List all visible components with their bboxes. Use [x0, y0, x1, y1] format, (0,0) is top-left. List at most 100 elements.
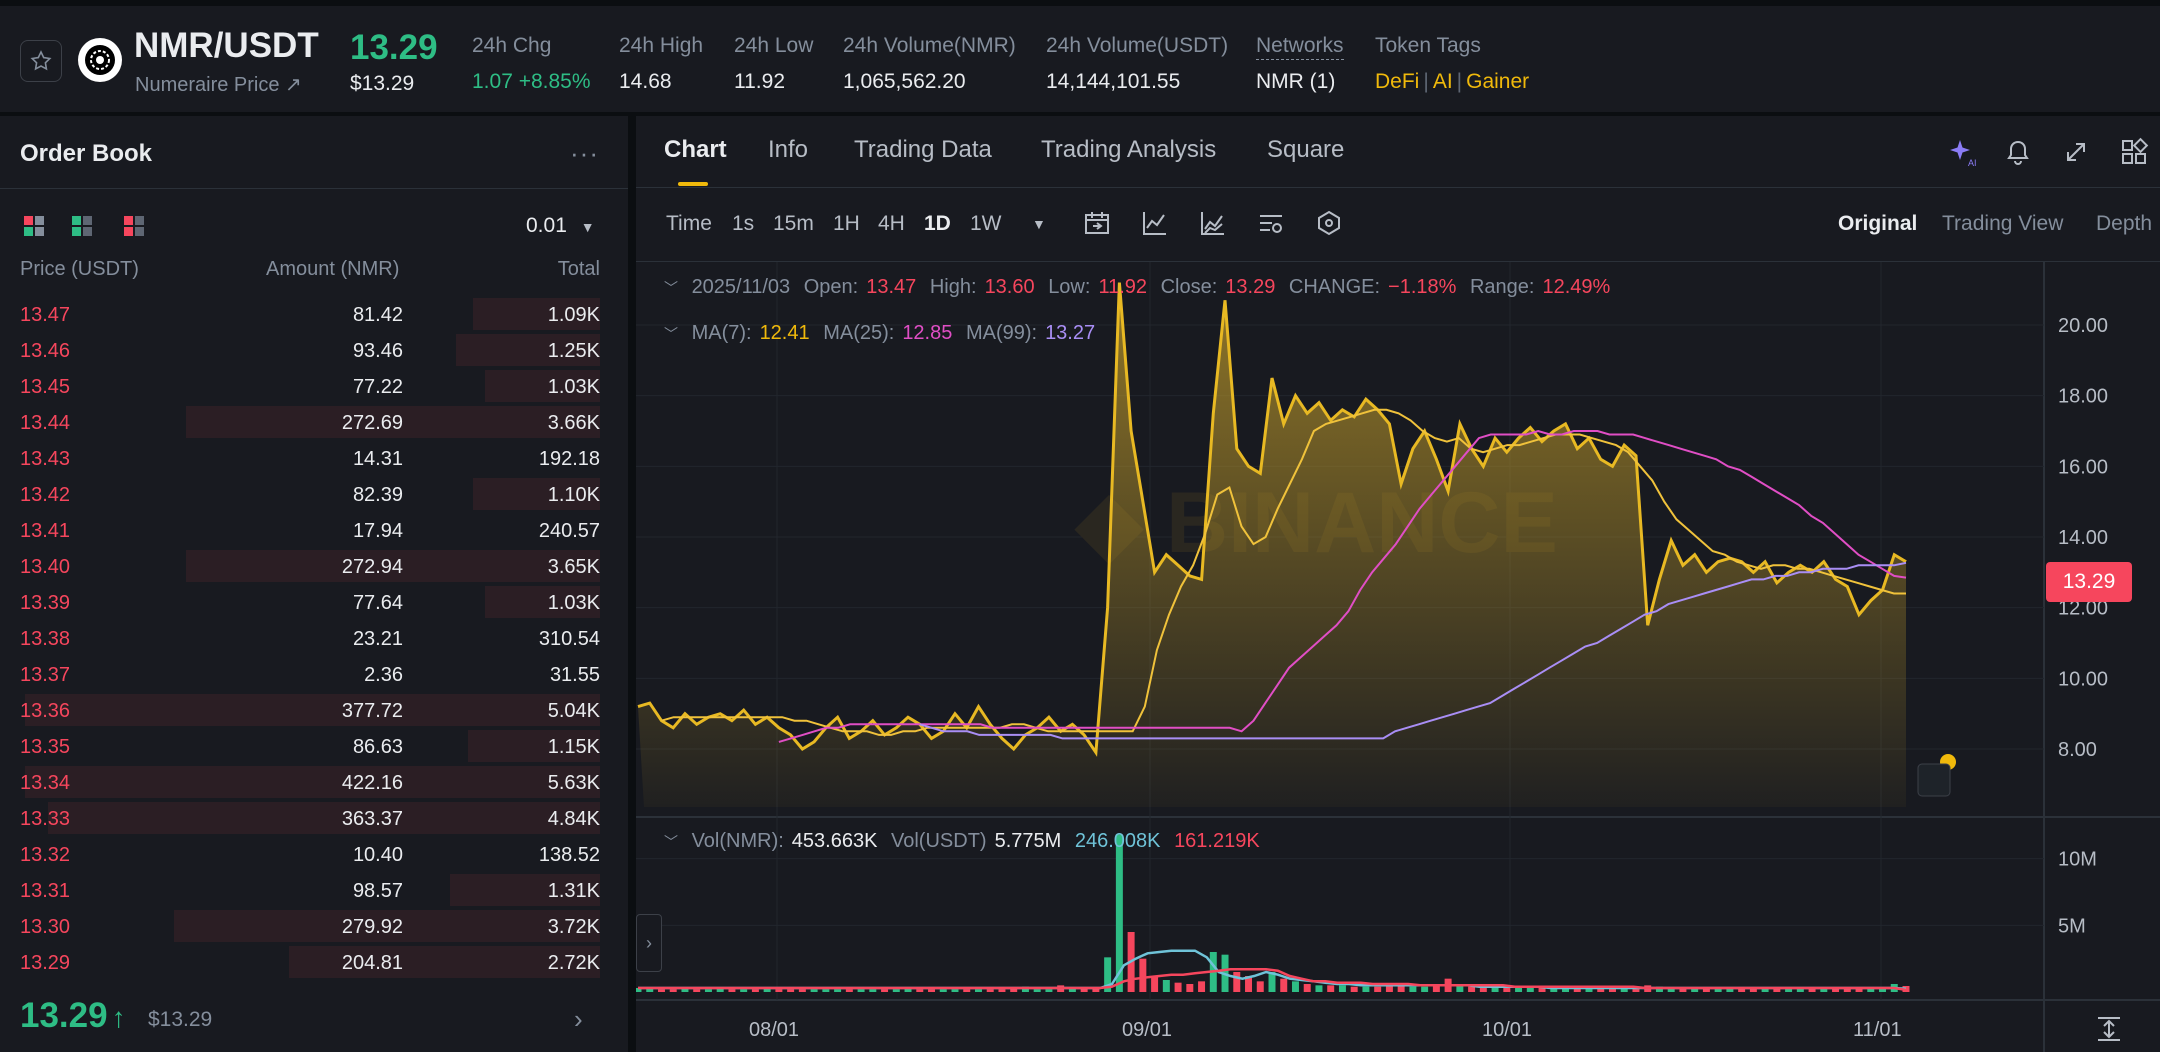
token-tags: Token Tags DeFi | AI | Gainer: [1375, 34, 1530, 93]
ticker-header: NMR/USDT Numeraire Price ↗ 13.29 $13.29 …: [0, 0, 2160, 112]
chevron-down-icon[interactable]: ﹀: [664, 280, 678, 296]
tf-15m[interactable]: 15m: [773, 212, 814, 235]
chevron-right-icon[interactable]: ›: [636, 914, 662, 972]
ask-row[interactable]: 13.31 98.57 1.31K: [0, 872, 628, 908]
ask-row[interactable]: 13.30 279.92 3.72K: [0, 908, 628, 944]
tab-trading-analysis[interactable]: Trading Analysis: [1041, 136, 1217, 163]
ask-row[interactable]: 13.37 2.36 31.55: [0, 656, 628, 692]
order-book-last-usd: $13.29: [148, 1008, 213, 1031]
view-bids-icon[interactable]: [72, 216, 94, 238]
settings-sliders-icon[interactable]: [1256, 208, 1286, 238]
low-value: 11.92: [1098, 276, 1148, 298]
ask-price: 13.38: [20, 628, 71, 650]
indicator-icon[interactable]: [1140, 208, 1170, 238]
star-icon: [30, 50, 52, 71]
coin-price-link[interactable]: Numeraire Price ↗: [135, 74, 302, 96]
volume-bar: [1362, 986, 1370, 992]
volume-bar: [1174, 982, 1182, 992]
favorite-button[interactable]: [20, 40, 62, 82]
tf-more-caret-icon[interactable]: ▼: [1032, 216, 1046, 232]
chevron-right-icon[interactable]: ›: [574, 1004, 583, 1034]
volume-bar: [798, 989, 806, 992]
ask-price: 13.46: [20, 340, 71, 362]
stat-networks[interactable]: Networks NMR (1): [1256, 34, 1344, 94]
bell-icon[interactable]: [2000, 134, 2036, 170]
volume-bar: [1855, 988, 1863, 992]
ai-sparkle-icon[interactable]: AI: [1944, 134, 1980, 170]
ask-amount: 10.40: [352, 844, 403, 866]
ask-row[interactable]: 13.34 422.16 5.63K: [0, 764, 628, 800]
view-both-icon[interactable]: [24, 216, 46, 238]
ask-row[interactable]: 13.38 23.21 310.54: [0, 620, 628, 656]
tf-4h[interactable]: 4H: [878, 212, 905, 235]
numeraire-logo: [78, 38, 122, 82]
calendar-icon[interactable]: [1082, 208, 1112, 238]
chevron-down-icon[interactable]: ﹀: [664, 326, 678, 342]
volume-bar: [1151, 976, 1159, 992]
view-asks-icon[interactable]: [124, 216, 146, 238]
tag-defi[interactable]: DeFi: [1375, 70, 1420, 93]
tf-1h[interactable]: 1H: [833, 212, 860, 235]
ask-row[interactable]: 13.47 81.42 1.09K: [0, 296, 628, 332]
volume-bar: [636, 988, 642, 992]
volume-bar: [1738, 988, 1746, 992]
tab-square[interactable]: Square: [1267, 136, 1345, 163]
ask-row[interactable]: 13.33 363.37 4.84K: [0, 800, 628, 836]
tab-chart[interactable]: Chart: [664, 136, 727, 163]
y-tick-label: 16.00: [2058, 456, 2108, 478]
volume-bar: [787, 989, 795, 992]
tf-1s[interactable]: 1s: [732, 212, 755, 235]
ask-row[interactable]: 13.41 17.94 240.57: [0, 512, 628, 548]
ask-row[interactable]: 13.42 82.39 1.10K: [0, 476, 628, 512]
volume-bar: [1479, 986, 1487, 992]
ask-row[interactable]: 13.46 93.46 1.25K: [0, 332, 628, 368]
volume-bar: [1233, 972, 1241, 992]
ask-amount: 2.36: [364, 664, 403, 686]
volume-bar: [716, 988, 724, 992]
area-chart-icon[interactable]: [1198, 208, 1228, 238]
tf-1w[interactable]: 1W: [970, 212, 1002, 235]
ask-row[interactable]: 13.40 272.94 3.65K: [0, 548, 628, 584]
volume-bar: [1749, 988, 1757, 992]
ask-row[interactable]: 13.44 272.69 3.66K: [0, 404, 628, 440]
ask-row[interactable]: 13.36 377.72 5.04K: [0, 692, 628, 728]
ask-row[interactable]: 13.43 14.31 192.18: [0, 440, 628, 476]
view-trading-view[interactable]: Trading View: [1942, 212, 2064, 235]
last-price-usd: $13.29: [350, 72, 415, 95]
volume-bar: [740, 989, 748, 992]
volume-bar: [751, 989, 759, 992]
view-depth[interactable]: Depth: [2096, 212, 2153, 235]
tf-time[interactable]: Time: [666, 212, 712, 235]
ask-row[interactable]: 13.29 204.81 2.72K: [0, 944, 628, 980]
precision-select[interactable]: 0.01 ▼: [526, 214, 595, 238]
stat-24h-high: 24h High 14.68: [619, 34, 703, 94]
high-label: High:: [929, 276, 977, 298]
tag-ai[interactable]: AI: [1432, 70, 1453, 93]
more-options-icon[interactable]: ···: [570, 138, 599, 168]
tab-trading-data[interactable]: Trading Data: [854, 136, 992, 163]
ask-row[interactable]: 13.45 77.22 1.03K: [0, 368, 628, 404]
tab-info[interactable]: Info: [768, 136, 809, 163]
ask-row[interactable]: 13.39 77.64 1.03K: [0, 584, 628, 620]
ask-total: 4.84K: [547, 808, 600, 830]
ask-amount: 77.22: [352, 376, 403, 398]
hexagon-icon[interactable]: [1314, 208, 1344, 238]
chevron-down-icon[interactable]: ﹀: [664, 834, 678, 850]
volume-bar: [1374, 986, 1382, 992]
layout-grid-icon[interactable]: [2116, 134, 2152, 170]
ask-row[interactable]: 13.32 10.40 138.52: [0, 836, 628, 872]
tag-gainer[interactable]: Gainer: [1466, 70, 1530, 93]
ma25-label: MA(25):: [823, 322, 895, 344]
expand-icon[interactable]: [2058, 134, 2094, 170]
arrow-up-icon: ↑: [111, 1002, 126, 1033]
view-original[interactable]: Original: [1838, 212, 1918, 235]
volume-bar: [1526, 986, 1534, 992]
volume-bar: [1421, 986, 1429, 992]
ask-total: 3.72K: [547, 916, 600, 938]
range-label: Range:: [1469, 276, 1535, 298]
tf-1d[interactable]: 1D: [924, 212, 951, 235]
volume-bar: [1409, 986, 1417, 992]
ask-price: 13.45: [20, 376, 71, 398]
ask-row[interactable]: 13.35 86.63 1.15K: [0, 728, 628, 764]
